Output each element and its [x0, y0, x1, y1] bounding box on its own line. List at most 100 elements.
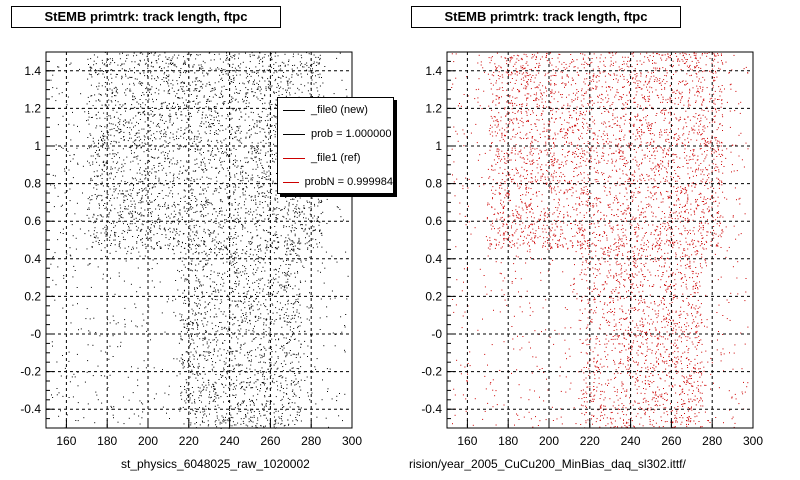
scatter-point: [268, 87, 270, 89]
scatter-point: [222, 420, 224, 422]
scatter-point: [211, 69, 213, 71]
scatter-point: [210, 251, 212, 253]
scatter-point: [199, 141, 201, 143]
scatter-point: [108, 115, 110, 117]
scatter-point: [310, 307, 312, 309]
scatter-point: [211, 88, 213, 90]
scatter-point: [294, 212, 296, 214]
scatter-point: [152, 111, 154, 113]
scatter-point: [329, 368, 331, 370]
scatter-point: [297, 247, 299, 249]
scatter-point: [172, 84, 174, 86]
scatter-point: [315, 70, 316, 72]
scatter-point: [234, 136, 236, 138]
scatter-point: [124, 326, 126, 328]
scatter-point: [230, 149, 232, 151]
scatter-point: [109, 88, 111, 90]
scatter-point: [139, 286, 141, 288]
scatter-point: [270, 53, 272, 55]
scatter-point: [217, 233, 219, 235]
scatter-point: [248, 82, 250, 84]
scatter-point: [205, 114, 207, 116]
scatter-point: [261, 404, 263, 406]
scatter-point: [215, 397, 217, 399]
scatter-point: [219, 322, 221, 323]
scatter-point: [249, 350, 251, 352]
scatter-point: [197, 54, 199, 56]
scatter-point: [286, 352, 288, 354]
scatter-point: [199, 285, 201, 287]
scatter-point: [233, 424, 235, 426]
scatter-point: [202, 67, 204, 69]
scatter-point: [246, 352, 248, 354]
scatter-point: [183, 323, 185, 325]
scatter-point: [264, 177, 266, 178]
scatter-point: [245, 312, 247, 314]
scatter-point: [195, 84, 197, 85]
scatter-point: [275, 123, 277, 125]
scatter-point: [248, 242, 250, 244]
scatter-point: [111, 204, 113, 206]
scatter-point: [114, 231, 115, 233]
scatter-point: [197, 146, 199, 148]
scatter-point: [255, 425, 257, 427]
scatter-point: [252, 168, 254, 170]
scatter-point: [189, 244, 191, 246]
scatter-point: [252, 282, 254, 284]
scatter-point: [206, 183, 208, 185]
scatter-point: [136, 247, 138, 249]
scatter-point: [298, 89, 300, 91]
scatter-point: [249, 308, 251, 310]
scatter-point: [244, 273, 246, 275]
scatter-point: [151, 61, 153, 63]
scatter-point: [292, 56, 294, 58]
scatter-point: [97, 194, 99, 196]
scatter-point: [217, 330, 219, 332]
scatter-point: [90, 178, 92, 180]
scatter-point: [271, 351, 273, 353]
scatter-point: [260, 343, 262, 345]
scatter-point: [264, 239, 266, 241]
scatter-point: [213, 89, 215, 91]
scatter-point: [95, 184, 97, 186]
scatter-point: [206, 200, 208, 202]
scatter-point: [191, 192, 193, 194]
scatter-point: [110, 134, 112, 136]
scatter-point: [205, 263, 207, 265]
scatter-point: [259, 279, 261, 281]
scatter-point: [101, 219, 103, 221]
scatter-point: [243, 146, 245, 148]
scatter-point: [177, 103, 179, 105]
scatter-point: [137, 367, 139, 369]
scatter-point: [232, 417, 234, 419]
scatter-point: [270, 368, 272, 370]
scatter-point: [200, 193, 202, 195]
scatter-point: [224, 71, 226, 73]
scatter-point: [223, 85, 225, 87]
scatter-point: [343, 219, 344, 221]
scatter-point: [101, 195, 103, 197]
scatter-point: [91, 67, 93, 69]
scatter-point: [328, 426, 329, 428]
scatter-point: [263, 354, 265, 356]
scatter-point: [189, 185, 191, 187]
scatter-point: [287, 248, 289, 250]
scatter-point: [215, 424, 217, 426]
scatter-point: [239, 74, 241, 76]
scatter-point: [95, 127, 97, 129]
scatter-point: [154, 186, 156, 188]
scatter-point: [138, 136, 140, 138]
scatter-point: [307, 73, 308, 75]
scatter-point: [160, 246, 162, 248]
scatter-point: [277, 201, 279, 203]
scatter-point: [242, 194, 244, 196]
scatter-point: [196, 88, 198, 90]
scatter-point: [301, 224, 303, 225]
scatter-point: [222, 285, 224, 287]
scatter-point: [264, 131, 266, 133]
scatter-point: [257, 256, 259, 258]
scatter-point: [287, 318, 289, 319]
scatter-point: [215, 154, 217, 156]
scatter-point: [124, 119, 126, 121]
scatter-point: [114, 176, 116, 178]
